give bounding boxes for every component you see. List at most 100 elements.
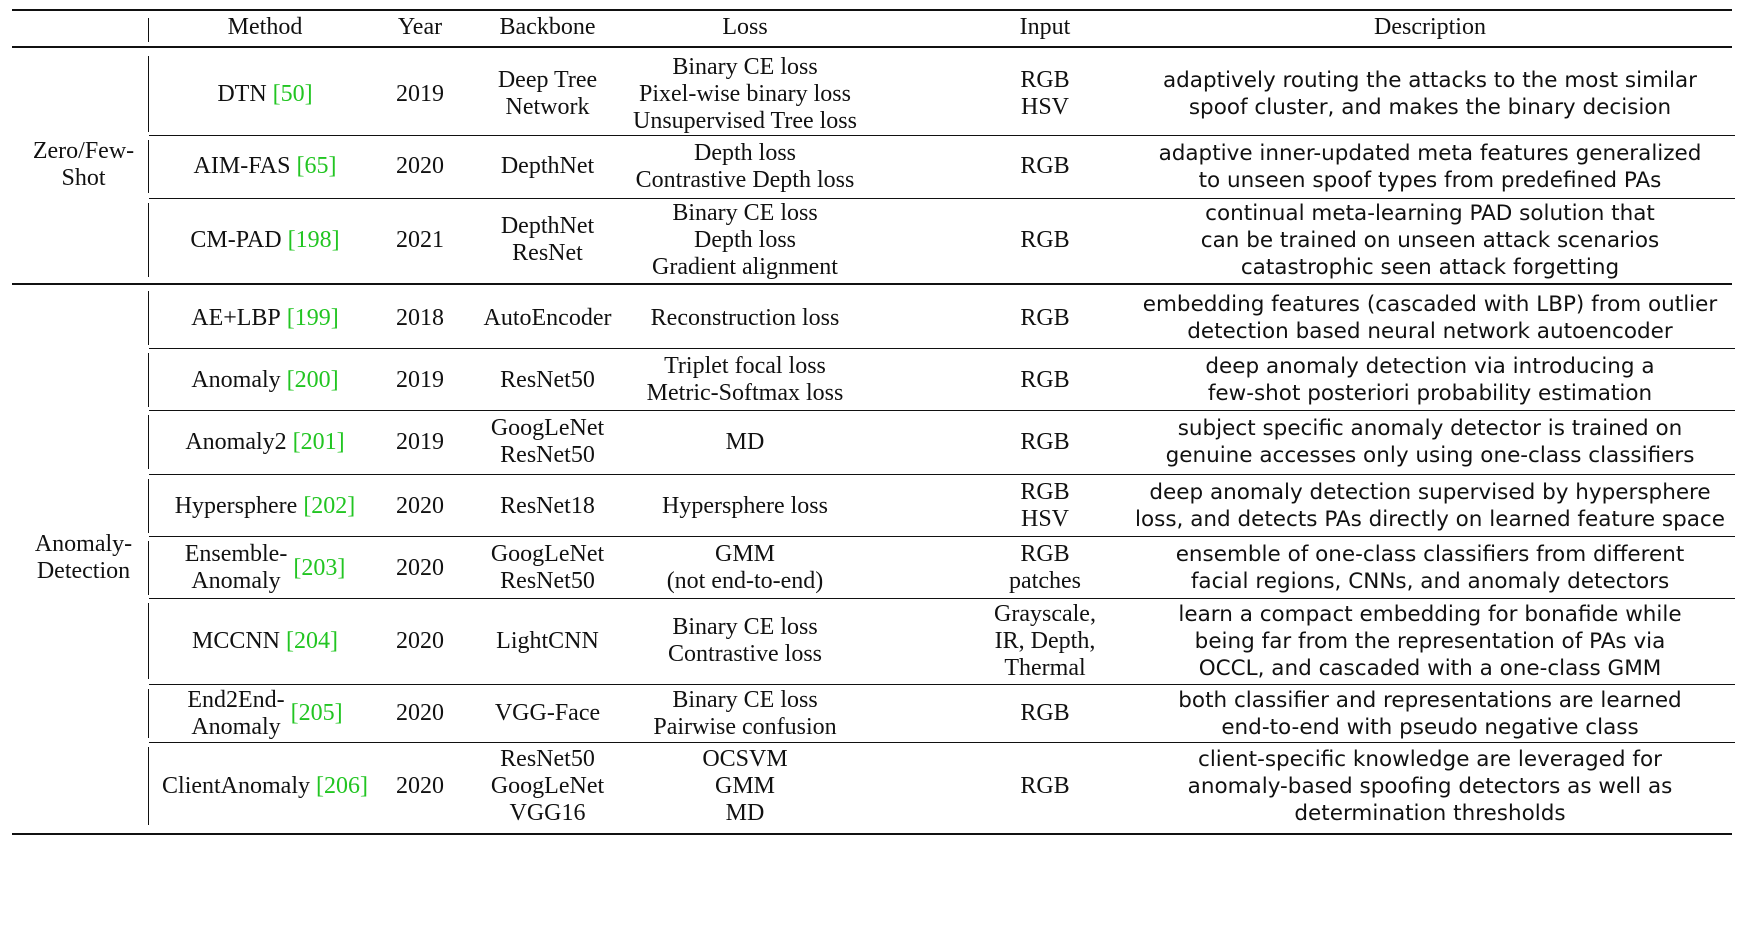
description-cell-line: both classifier and representations are … <box>1178 687 1682 713</box>
loss-cell-line: Depth loss <box>694 226 796 253</box>
column-divider <box>148 747 149 825</box>
citation-link[interactable]: [204] <box>286 627 338 654</box>
method-name: CM-PAD [198] <box>165 203 365 277</box>
top-rule <box>12 9 1732 11</box>
description-cell-line: being far from the representation of PAs… <box>1194 628 1666 654</box>
description-cell: both classifier and representations are … <box>1125 687 1735 740</box>
loss-cell-line: Binary CE loss <box>672 53 818 80</box>
loss-cell-line: Hypersphere loss <box>662 492 828 519</box>
description-cell-line: deep anomaly detection supervised by hyp… <box>1149 480 1711 505</box>
citation-link[interactable]: [199] <box>286 304 339 331</box>
backbone-cell-line: GoogLeNet <box>490 541 605 567</box>
loss-cell: Binary CE loss Pairwise confusion <box>625 687 865 740</box>
description-cell-line: end-to-end with pseudo negative class <box>1221 714 1639 740</box>
method-name: Anomaly [200] <box>165 353 365 407</box>
column-divider <box>148 291 149 345</box>
input-cell: RGB patches <box>965 541 1125 595</box>
citation-link[interactable]: [200] <box>286 366 339 393</box>
method-name-line: Anomaly <box>191 366 281 393</box>
backbone-cell-line: Deep Tree <box>497 67 598 93</box>
method-name: Ensemble- Anomaly [203] <box>165 541 365 595</box>
description-cell: embedding features (cascaded with LBP) f… <box>1125 291 1735 345</box>
input-cell-line: RGB <box>1020 772 1070 799</box>
backbone-cell-line: AutoEncoder <box>483 304 612 331</box>
method-name-text: DTN <box>217 81 266 108</box>
description-cell-line: subject specific anomaly detector is tra… <box>1177 416 1683 441</box>
input-cell-line: patches <box>1009 568 1081 594</box>
method-name-line: Ensemble- <box>184 541 288 567</box>
year-cell: 2020 <box>396 153 444 179</box>
column-divider <box>148 479 149 533</box>
input-cell: RGB <box>965 203 1125 277</box>
citation-link[interactable]: [203] <box>293 554 346 581</box>
method-name-line: Hypersphere <box>174 492 298 519</box>
input-cell: RGB HSV <box>965 479 1125 533</box>
year-cell: 2020 <box>396 627 444 654</box>
backbone-cell: ResNet50 GoogLeNet VGG16 <box>470 745 625 826</box>
description-cell-line: OCCL, and cascaded with a one-class GMM <box>1198 655 1662 681</box>
backbone-cell: ResNet18 <box>470 479 625 533</box>
citation-link[interactable]: [198] <box>287 226 340 253</box>
method-name-text: AE+LBP <box>191 305 281 332</box>
column-divider <box>148 415 149 469</box>
group-label-line: Zero/Few- <box>32 137 135 164</box>
header-description: Description <box>1374 14 1486 40</box>
backbone-cell: DepthNet ResNet <box>470 203 625 277</box>
citation-link[interactable]: [65] <box>296 153 337 179</box>
year-cell: 2021 <box>396 226 444 253</box>
citation-link[interactable]: [205] <box>290 700 343 726</box>
method-name-line: AIM-FAS <box>193 153 291 179</box>
backbone-cell-line: VGG16 <box>509 799 586 826</box>
loss-cell: MD <box>625 415 865 469</box>
description-cell: ensemble of one-class classifiers from d… <box>1125 541 1735 595</box>
description-cell-line: embedding features (cascaded with LBP) f… <box>1142 292 1718 317</box>
backbone-cell-line: ResNet50 <box>500 745 595 772</box>
backbone-cell-line: Network <box>505 94 590 120</box>
description-cell-line: adaptively routing the attacks to the mo… <box>1162 68 1697 93</box>
citation-link[interactable]: [201] <box>292 428 345 455</box>
input-cell-line: RGB <box>1020 153 1070 179</box>
method-name: Hypersphere [202] <box>165 479 365 533</box>
method-name-text: CM-PAD <box>190 227 281 254</box>
input-cell: RGB <box>965 415 1125 469</box>
loss-cell-line: Binary CE loss <box>672 199 818 226</box>
backbone-cell-line: ResNet <box>512 240 583 266</box>
citation-link[interactable]: [50] <box>272 80 313 107</box>
loss-cell-line: Metric-Softmax loss <box>646 380 844 406</box>
input-cell-line: RGB <box>1020 700 1070 726</box>
row-separator <box>149 684 1735 685</box>
column-divider <box>148 203 149 277</box>
loss-cell-line: OCSVM <box>702 745 788 772</box>
description-cell: subject specific anomaly detector is tra… <box>1125 415 1735 469</box>
loss-cell-line: Gradient alignment <box>652 253 838 280</box>
description-cell-line: ensemble of one-class classifiers from d… <box>1175 542 1685 567</box>
backbone-cell: LightCNN <box>470 603 625 679</box>
description-cell-line: adaptive inner-updated meta features gen… <box>1158 140 1702 166</box>
description-cell: learn a compact embedding for bonafide w… <box>1125 602 1735 681</box>
description-cell-line: to unseen spoof types from predefined PA… <box>1198 167 1662 193</box>
input-cell: RGB <box>965 140 1125 193</box>
method-name-text: ClientAnomaly <box>162 773 310 800</box>
citation-link[interactable]: [202] <box>303 492 356 519</box>
backbone-cell-line: ResNet18 <box>500 492 595 519</box>
description-cell: adaptive inner-updated meta features gen… <box>1125 140 1735 193</box>
header-input: Input <box>1019 14 1071 40</box>
row-separator <box>149 135 1735 136</box>
input-cell-line: Thermal <box>1004 654 1086 681</box>
citation-link[interactable]: [206] <box>316 772 368 799</box>
loss-cell-line: Reconstruction loss <box>650 304 840 331</box>
loss-cell-line: (not end-to-end) <box>666 568 824 594</box>
loss-cell: Binary CE loss Contrastive loss <box>625 603 865 679</box>
input-cell-line: IR, Depth, <box>994 627 1096 654</box>
loss-cell: GMM (not end-to-end) <box>625 541 865 595</box>
loss-cell-line: GMM <box>714 772 775 799</box>
backbone-cell: AutoEncoder <box>470 291 625 345</box>
input-cell-line: RGB <box>1020 226 1070 253</box>
input-cell-line: RGB <box>1020 428 1070 455</box>
row-separator <box>149 474 1735 475</box>
loss-cell-line: Depth loss <box>694 139 796 166</box>
year-cell: 2020 <box>396 700 444 726</box>
method-name-line: CM-PAD <box>190 226 282 253</box>
loss-cell-line: Contrastive loss <box>668 641 822 667</box>
